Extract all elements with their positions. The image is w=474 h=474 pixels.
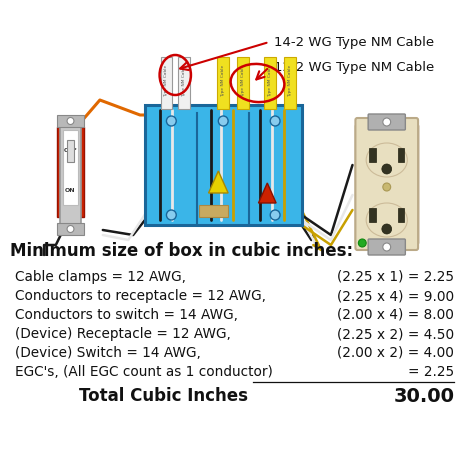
Circle shape — [383, 118, 391, 126]
Text: (Device) Receptacle = 12 AWG,: (Device) Receptacle = 12 AWG, — [15, 327, 230, 341]
Bar — [66, 140, 74, 162]
Text: EGC's, (All EGC count as 1 conductor): EGC's, (All EGC count as 1 conductor) — [15, 365, 273, 379]
Bar — [218, 57, 229, 109]
Circle shape — [358, 239, 366, 247]
Text: Type NM Cable: Type NM Cable — [182, 65, 186, 97]
Bar — [57, 115, 84, 127]
FancyBboxPatch shape — [368, 239, 405, 255]
Text: Minimum size of box in cubic inches:: Minimum size of box in cubic inches: — [10, 242, 353, 260]
Bar — [398, 208, 404, 222]
Text: 30.00: 30.00 — [393, 387, 454, 406]
Text: Type NM Cable: Type NM Cable — [241, 65, 245, 97]
Bar — [161, 57, 173, 109]
Bar — [264, 57, 276, 109]
Circle shape — [67, 118, 74, 125]
Text: 12-2 WG Type NM Cable: 12-2 WG Type NM Cable — [274, 61, 434, 73]
FancyBboxPatch shape — [368, 114, 405, 130]
Circle shape — [166, 210, 176, 220]
Text: OFF: OFF — [64, 147, 77, 153]
Text: Type NM Cable: Type NM Cable — [288, 65, 292, 97]
Text: Conductors to switch = 14 AWG,: Conductors to switch = 14 AWG, — [15, 308, 237, 322]
Bar — [369, 148, 376, 162]
Text: (2.00 x 4) = 8.00: (2.00 x 4) = 8.00 — [337, 308, 454, 322]
Bar — [145, 105, 301, 225]
Bar — [63, 130, 78, 205]
Circle shape — [382, 224, 392, 234]
Bar — [398, 148, 404, 162]
Text: (2.25 x 2) = 4.50: (2.25 x 2) = 4.50 — [337, 327, 454, 341]
Text: 14-2 WG Type NM Cable: 14-2 WG Type NM Cable — [274, 36, 434, 48]
Circle shape — [270, 116, 280, 126]
Bar — [199, 205, 228, 217]
Bar — [237, 57, 249, 109]
Bar — [57, 127, 84, 217]
Bar — [57, 223, 84, 235]
Circle shape — [67, 226, 74, 233]
Text: Cable clamps = 12 AWG,: Cable clamps = 12 AWG, — [15, 270, 186, 284]
Text: (2.00 x 2) = 4.00: (2.00 x 2) = 4.00 — [337, 346, 454, 360]
Bar — [178, 57, 190, 109]
Polygon shape — [258, 183, 276, 203]
Bar — [284, 57, 296, 109]
Text: Type NM Cable: Type NM Cable — [164, 65, 168, 97]
Polygon shape — [209, 171, 228, 193]
Bar — [60, 120, 81, 225]
Circle shape — [166, 116, 176, 126]
FancyBboxPatch shape — [356, 118, 418, 250]
Circle shape — [383, 183, 391, 191]
Circle shape — [219, 116, 228, 126]
Text: Total Cubic Inches: Total Cubic Inches — [79, 387, 248, 405]
Text: (Device) Switch = 14 AWG,: (Device) Switch = 14 AWG, — [15, 346, 201, 360]
Bar — [369, 208, 376, 222]
Text: = 2.25: = 2.25 — [408, 365, 454, 379]
Text: ON: ON — [65, 188, 76, 192]
Text: Type NM Cable: Type NM Cable — [221, 65, 225, 97]
Text: (2.25 x 1) = 2.25: (2.25 x 1) = 2.25 — [337, 270, 454, 284]
Text: Conductors to receptacle = 12 AWG,: Conductors to receptacle = 12 AWG, — [15, 289, 266, 303]
Bar — [356, 125, 418, 243]
Circle shape — [383, 243, 391, 251]
Text: (2.25 x 4) = 9.00: (2.25 x 4) = 9.00 — [337, 289, 454, 303]
Text: Type NM Cable: Type NM Cable — [268, 65, 272, 97]
Circle shape — [382, 164, 392, 174]
Circle shape — [270, 210, 280, 220]
